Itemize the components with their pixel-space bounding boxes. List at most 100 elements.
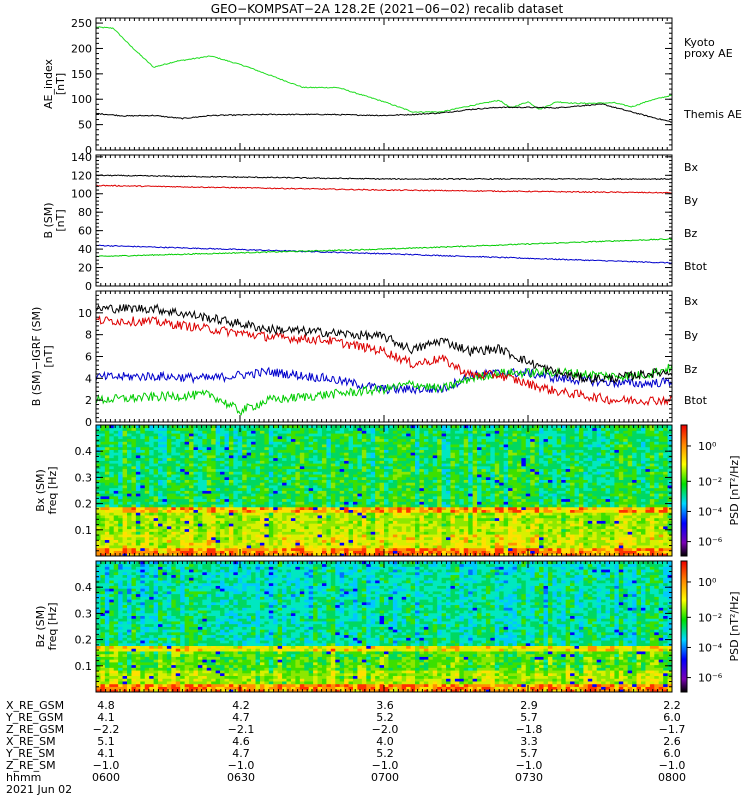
spectrogram-cell [450,550,456,554]
spectrogram-cell [463,547,469,551]
spectrogram-cell [321,498,327,502]
spectrogram-cell [472,512,478,516]
spectrogram-cell [162,523,168,527]
y-tick-label: 4 [85,372,92,385]
spectrogram-cell [237,490,243,494]
spectrogram-cell [158,553,163,557]
spectrogram-cell [211,498,217,502]
spectrogram-cell [587,506,593,511]
spectrogram-cell [220,509,225,513]
spectrogram-cell [450,525,456,530]
spectrogram-cell [282,553,287,557]
spectrogram-cell [264,493,270,497]
spectrogram-cell [215,553,221,557]
spectrogram-cell [410,520,416,524]
spectrogram-cell [561,539,567,543]
spectrogram-cell [605,515,611,519]
spectrogram-cell [344,493,349,497]
spectrogram-cell [415,509,420,513]
spectrogram-cell [654,523,660,527]
spectrogram-cell [140,515,146,519]
spectrogram-cell [516,550,522,554]
spectrogram-cell [162,553,168,557]
spectrogram-cell [268,515,274,519]
spectrogram-cell [228,539,234,543]
spectrogram-cell [570,523,575,527]
spectrogram-cell [552,542,558,546]
spectrogram-cell [251,501,256,505]
spectrogram-cell [100,495,106,500]
spectrogram-cell [663,512,668,516]
spectrogram-cell [166,495,172,500]
spectrogram-cell [286,534,292,538]
spectrogram-cell [468,490,474,494]
spectrogram-cell [587,515,593,519]
spectrogram-cell [654,479,660,483]
spectrogram-cell [437,536,442,541]
spectrogram-cell [189,542,194,546]
spectrogram-cell [259,495,265,500]
spectrogram-cell [454,515,460,519]
spectrogram-cell [144,545,150,549]
spectrogram-cell [127,482,132,486]
spectrogram-cell [135,490,141,494]
spectrogram-cell [583,487,589,491]
spectrogram-cell [437,547,442,551]
spectrogram-cell [215,536,221,541]
spectrogram-cell [379,517,385,521]
spectrogram-cell [645,523,651,527]
spectrogram-cell [401,545,407,549]
spectrogram-cell [379,534,385,538]
spectrogram-cell [171,553,177,557]
spectrogram-cell [242,534,248,538]
spectrogram-cell [419,482,425,486]
spectrogram-cell [645,531,651,535]
spectrogram-cell [583,547,589,551]
spectrogram-cell [96,553,101,557]
spectrogram-cell [552,485,558,489]
spectrogram-cell [282,476,287,480]
spectrogram-cell [180,501,186,505]
spectrogram-cell [463,482,469,486]
spectrogram-cell [127,547,132,551]
spectrogram-cell [561,534,567,538]
spectrogram-cell [609,495,615,500]
spectrogram-cell [282,471,287,475]
spectrogram-cell [189,550,194,554]
spectrogram-cell [180,512,186,516]
spectrogram-cell [211,474,217,478]
spectrogram-cell [406,545,411,549]
spectrogram-cell [649,550,655,554]
spectrogram-cell [127,493,132,497]
spectrogram-cell [654,498,660,502]
spectrogram-cell [618,493,624,497]
spectrogram-cell [140,474,146,478]
spectrogram-cell [578,525,584,530]
spectrogram-cell [286,482,292,486]
spectrogram-cell [326,506,332,511]
spectrogram-cell [299,531,305,535]
spectrogram-cell [131,536,137,541]
spectrogram-cell [348,490,354,494]
spectrogram-cell [516,474,522,478]
spectrogram-cell [113,531,119,535]
spectrogram-cell [220,545,225,549]
spectrogram-cell [175,490,181,494]
spectrogram-cell [304,506,310,511]
spectrogram-cell [547,547,553,551]
spectrogram-cell [268,493,274,497]
spectrogram-cell [388,487,394,491]
spectrogram-cell [180,542,186,546]
spectrogram-cell [392,501,398,505]
spectrogram-cell [149,493,154,497]
spectrogram-cell [583,506,589,511]
spectrogram-cell [113,536,119,541]
spectrogram-cell [206,498,212,502]
spectrogram-cell [521,539,527,543]
spectrogram-cell [299,550,305,554]
spectrogram-cell [255,531,261,535]
spectrogram-cell [406,493,411,497]
spectrogram-cell [485,495,491,500]
spectrogram-cell [313,520,318,524]
spectrogram-cell [255,523,261,527]
